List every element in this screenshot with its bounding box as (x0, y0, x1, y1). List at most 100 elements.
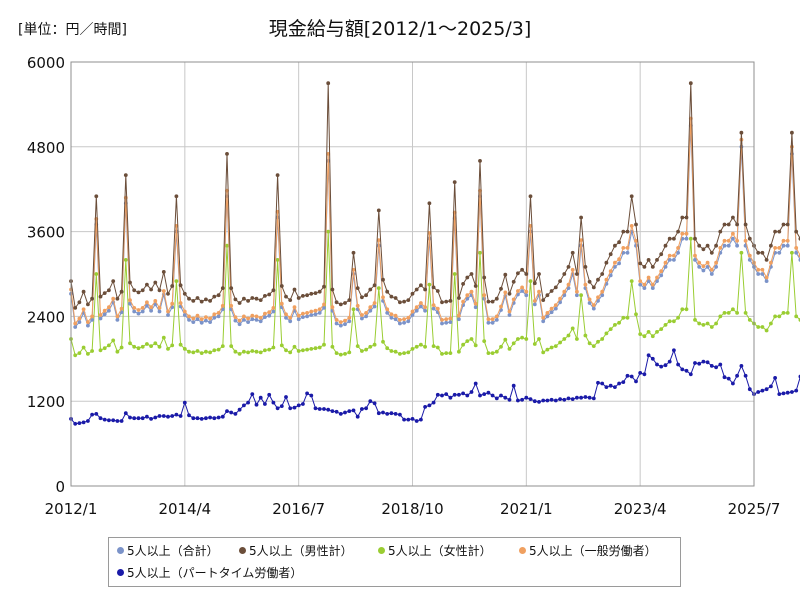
data-point (279, 301, 284, 306)
data-point (98, 294, 103, 299)
data-point (157, 288, 162, 293)
data-point (520, 285, 524, 290)
data-point (591, 306, 596, 311)
data-point (288, 406, 293, 411)
series-1 (69, 123, 800, 329)
data-point (528, 397, 533, 401)
data-point (613, 323, 617, 327)
data-point (638, 371, 643, 375)
data-point (355, 344, 360, 348)
data-point (343, 352, 347, 356)
data-point (102, 346, 107, 351)
data-point (98, 348, 103, 353)
data-point (769, 260, 773, 265)
data-point (629, 224, 634, 228)
data-point (701, 359, 706, 364)
data-point (305, 293, 309, 298)
data-point (667, 253, 672, 258)
data-point (473, 343, 478, 348)
data-point (204, 315, 208, 319)
data-point (208, 316, 213, 321)
data-point (655, 362, 659, 367)
data-point (617, 240, 621, 245)
data-point (102, 291, 107, 295)
data-point (558, 279, 562, 283)
data-point (216, 293, 221, 298)
data-point (714, 243, 718, 248)
data-point (596, 295, 600, 300)
data-point (562, 272, 567, 276)
data-point (246, 350, 251, 355)
data-point (440, 321, 444, 326)
data-point (457, 296, 461, 300)
data-point (629, 374, 634, 379)
data-point (385, 412, 390, 416)
data-point (743, 222, 748, 227)
data-point (688, 81, 693, 86)
data-point (731, 307, 735, 312)
data-point (431, 285, 436, 290)
data-point (393, 296, 398, 300)
data-point (212, 348, 217, 353)
data-point (579, 293, 583, 298)
data-point (208, 415, 213, 420)
legend-marker (117, 547, 124, 554)
data-point (756, 267, 761, 272)
data-point (170, 301, 175, 306)
data-point (773, 376, 777, 380)
data-point (284, 395, 288, 399)
data-point (617, 381, 621, 386)
data-point (760, 250, 765, 255)
data-point (419, 342, 423, 347)
data-point (254, 296, 259, 301)
data-point (254, 349, 259, 354)
data-point (419, 283, 423, 288)
data-point (161, 414, 166, 418)
x-tick-label: 2018/10 (381, 500, 443, 518)
data-point (625, 229, 630, 234)
data-point (431, 303, 436, 307)
data-point (419, 304, 423, 309)
data-point (343, 301, 347, 305)
data-point (77, 320, 82, 324)
data-point (267, 392, 272, 397)
data-point (119, 306, 124, 311)
data-point (457, 313, 461, 318)
data-point (423, 287, 427, 292)
data-point (309, 291, 314, 296)
data-point (494, 296, 499, 301)
data-point (638, 261, 643, 266)
data-point (549, 397, 554, 402)
data-point (364, 406, 368, 411)
data-point (284, 348, 288, 353)
data-point (174, 194, 179, 199)
data-point (86, 352, 90, 356)
data-point (570, 250, 575, 255)
data-point (591, 303, 596, 307)
data-point (107, 288, 111, 293)
data-point (511, 341, 516, 346)
data-point (469, 337, 474, 341)
data-point (330, 409, 335, 413)
y-tick-label: 0 (55, 478, 65, 496)
data-point (642, 282, 647, 287)
data-point (760, 325, 765, 329)
data-point (794, 229, 799, 234)
data-point (490, 299, 495, 304)
data-point (343, 410, 347, 415)
data-point (697, 260, 702, 265)
data-point (195, 296, 200, 300)
data-point (431, 400, 436, 405)
data-point (385, 307, 390, 312)
data-point (473, 301, 478, 306)
data-point (516, 337, 520, 341)
data-point (553, 303, 558, 307)
data-point (191, 416, 196, 421)
data-point (490, 320, 495, 325)
data-point (233, 349, 238, 354)
data-point (701, 247, 706, 252)
data-point (524, 337, 529, 341)
data-point (419, 417, 423, 422)
data-point (473, 305, 478, 310)
data-point (659, 327, 664, 331)
